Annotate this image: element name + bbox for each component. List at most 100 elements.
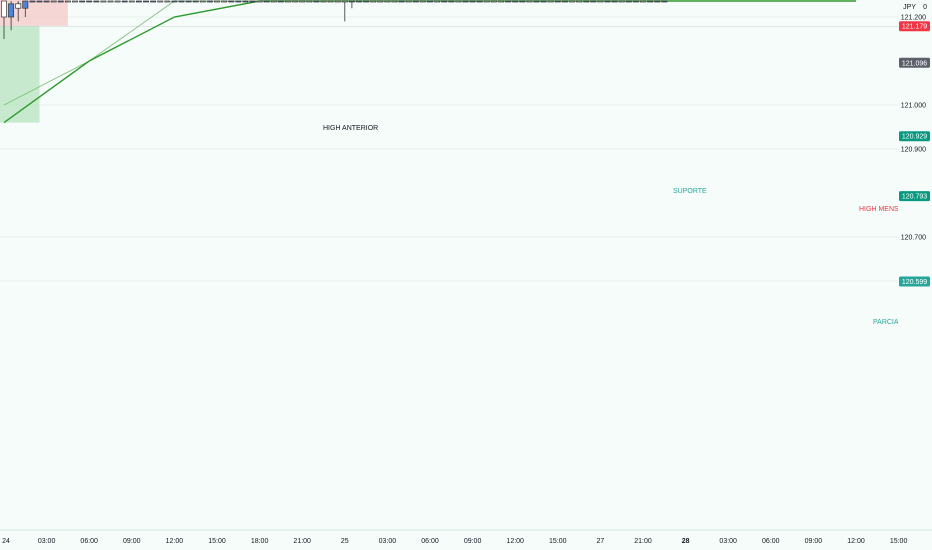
candle-body-62: [441, 0, 448, 3]
candle-body-67: [476, 0, 483, 3]
time-tick-19: 09:00: [805, 538, 823, 545]
time-axis[interactable]: 24 03:00 06:00 09:00 12:00 15:00 18:00 21:00 25 0…: [0, 529, 932, 545]
candle-body-33: [235, 0, 242, 3]
candle-body-2: [15, 3, 22, 9]
candle-body-32: [228, 0, 235, 3]
price-tag-label-12: 120.599: [902, 279, 927, 286]
price-axis-background: [898, 0, 932, 530]
candle-body-90: [640, 0, 646, 3]
candle-body-68: [483, 0, 490, 3]
candle-body-14: [100, 0, 107, 3]
candle-body-77: [547, 0, 554, 3]
time-tick-14: 27: [597, 538, 605, 545]
candle-body-1: [8, 3, 15, 18]
candle-body-89: [632, 0, 639, 3]
candle-body-69: [490, 0, 497, 3]
time-tick-3: 09:00: [123, 538, 141, 545]
candle-body-38: [270, 0, 277, 3]
candle-body-24: [171, 0, 178, 3]
time-tick-4: 12:00: [166, 538, 184, 545]
candle-body-75: [533, 0, 540, 3]
candle-body-26: [185, 0, 192, 3]
candle-body-8: [57, 0, 64, 3]
candle-body-19: [135, 0, 142, 3]
candle-body-48: [341, 0, 348, 3]
candle-body-73: [519, 0, 526, 3]
candle-body-87: [618, 0, 625, 3]
annotations: HIGH ANTERIOR SUPORTE HIGH MENSAL PARCIA…: [323, 125, 907, 326]
candle-body-22: [157, 0, 164, 3]
candle-body-30: [214, 0, 220, 3]
candle-body-57: [405, 0, 412, 3]
time-tick-17: 03:00: [719, 538, 737, 545]
price-tag-10: [899, 131, 930, 142]
candle-body-92: [654, 0, 661, 3]
time-tick-7: 21:00: [293, 538, 311, 545]
candle-body-43: [306, 0, 313, 3]
candle-body-31: [221, 0, 228, 3]
time-tick-10: 06:00: [421, 538, 439, 545]
candle-body-86: [611, 0, 618, 3]
candle-body-16: [114, 0, 121, 3]
candle-body-15: [107, 0, 114, 3]
time-tick-8: 25: [341, 538, 349, 545]
zone-0: [0, 25, 40, 123]
candle-body-81: [576, 0, 583, 3]
candle-body-40: [285, 0, 291, 3]
candle-body-79: [561, 0, 568, 3]
price-tag-label-9: 121.096: [902, 60, 927, 67]
price-axis[interactable]: JPY 0 122.900122.800122.700122.600122.50…: [898, 0, 932, 530]
candle-body-4: [29, 0, 36, 3]
candle-body-65: [462, 0, 469, 3]
time-tick-16: 28: [682, 538, 690, 545]
candle-body-34: [242, 0, 249, 3]
time-tick-5: 15:00: [208, 538, 226, 545]
candle-body-91: [647, 0, 654, 3]
candle-body-41: [292, 0, 299, 3]
candle-body-18: [128, 0, 135, 3]
time-tick-15: 21:00: [634, 538, 652, 545]
price-tag-11: [899, 191, 930, 202]
candle-body-42: [299, 0, 306, 3]
candle-body-64: [455, 0, 462, 3]
time-tick-9: 03:00: [379, 538, 397, 545]
candle-body-93: [661, 0, 668, 3]
parcial-label: PARCIAL: [873, 319, 903, 326]
candle-body-66: [469, 0, 476, 3]
price-tags: 122.446122.340122.124122.170122.060121.5…: [899, 21, 930, 287]
candle-body-85: [604, 0, 611, 3]
high-anterior-label: HIGH ANTERIOR: [323, 125, 378, 132]
time-tick-18: 06:00: [762, 538, 780, 545]
price-tick-17: 120.900: [901, 147, 926, 154]
candle-body-74: [526, 0, 533, 3]
candle-body-88: [625, 0, 632, 3]
time-tick-21: 15:00: [890, 538, 908, 545]
candle-body-82: [583, 0, 590, 3]
time-tick-12: 12:00: [506, 538, 524, 545]
candle-body-20: [143, 0, 149, 3]
price-tag-label-8: 121.179: [902, 24, 927, 31]
level-lines: [0, 25, 898, 27]
candle-body-59: [419, 0, 426, 3]
candle-body-54: [384, 0, 391, 3]
candle-body-13: [93, 0, 100, 3]
time-tick-0: 24: [2, 538, 10, 545]
candle-body-25: [178, 0, 185, 3]
candle-body-56: [398, 0, 405, 3]
currency-value: 0: [923, 4, 927, 11]
candle-body-45: [320, 0, 327, 3]
candle-body-70: [498, 0, 504, 3]
candle-body-7: [50, 0, 57, 3]
candle-body-0: [1, 0, 7, 18]
candle-body-39: [277, 0, 284, 3]
price-tick-16: 121.000: [901, 103, 926, 110]
candle-body-6: [43, 0, 50, 3]
candle-body-11: [79, 0, 86, 3]
price-tag-label-10: 120.929: [902, 134, 927, 141]
price-tick-18: 120.700: [901, 235, 926, 242]
candle-body-3: [22, 0, 29, 9]
time-tick-13: 15:00: [549, 538, 567, 545]
candle-body-80: [569, 0, 575, 3]
